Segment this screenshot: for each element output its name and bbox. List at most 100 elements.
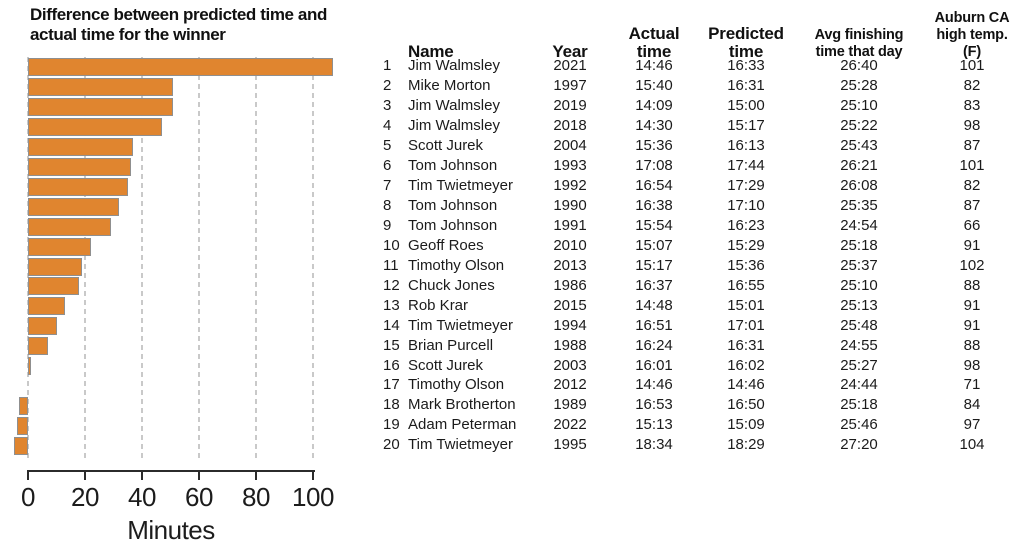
table-cell: 15:00 [727, 97, 765, 115]
header-year: Year [552, 42, 588, 62]
header-name: Name [408, 42, 454, 62]
table-cell: Rob Krar [408, 296, 469, 314]
table-cell: Jim Walmsley [408, 117, 500, 135]
table-cell: Timothy Olson [408, 376, 505, 394]
x-axis-label: Minutes [127, 515, 215, 545]
table-cell: 25:37 [840, 256, 878, 274]
bar [28, 97, 174, 116]
bar [28, 257, 83, 276]
table-cell: 17:01 [727, 316, 765, 334]
table-cell: 2003 [553, 356, 587, 374]
table-cell: 82 [963, 177, 981, 195]
gridline [312, 57, 314, 460]
table-cell: 15:36 [727, 256, 765, 274]
bar [13, 437, 28, 456]
table-cell: 16:01 [635, 356, 673, 374]
bar [28, 297, 66, 316]
table-cell: 7 [383, 177, 392, 195]
table-cell: 17:29 [727, 177, 765, 195]
table-cell: 101 [959, 57, 985, 75]
gridline [255, 57, 257, 460]
table-cell: 10 [383, 236, 400, 254]
bar [16, 417, 28, 436]
table-header-row: Name Year Actual time Predicted time Avg… [380, 10, 1014, 61]
table-cell: 1997 [553, 77, 587, 95]
table-cell: 83 [963, 97, 981, 115]
table-cell: 25:28 [840, 77, 878, 95]
axis-tick [255, 470, 257, 480]
axis-tick-label: 0 [21, 482, 35, 512]
table-row: 5 Scott Jurek 2004 15:36 16:13 25:43 87 [380, 136, 1014, 156]
table-cell: 2010 [553, 236, 587, 254]
table-cell: 2 [383, 77, 392, 95]
table-cell: 97 [963, 416, 981, 434]
axis-tick-label: 40 [128, 482, 156, 512]
table-cell: Tim Twietmeyer [408, 436, 514, 454]
table-cell: 5 [383, 137, 392, 155]
table-cell: 15:54 [635, 216, 673, 234]
axis-tick-label: 60 [185, 482, 213, 512]
table-cell: 25:46 [840, 416, 878, 434]
table-row: 12 Chuck Jones 1986 16:37 16:55 25:10 88 [380, 275, 1014, 295]
table-cell: 1 [383, 57, 392, 75]
table-cell: 16:23 [727, 216, 765, 234]
table-row: 9 Tom Johnson 1991 15:54 16:23 24:54 66 [380, 216, 1014, 236]
table-cell: 88 [963, 276, 981, 294]
table-cell: Tom Johnson [408, 216, 498, 234]
table-cell: 1993 [553, 157, 587, 175]
table-cell: 15:36 [635, 137, 673, 155]
table-cell: 17 [383, 376, 400, 394]
table-cell: 15:09 [727, 416, 765, 434]
axis-tick-label: 80 [242, 482, 270, 512]
table-cell: 16:50 [727, 396, 765, 414]
table-row: 2 Mike Morton 1997 15:40 16:31 25:28 82 [380, 76, 1014, 96]
table-row: 7 Tim Twietmeyer 1992 16:54 17:29 26:08 82 [380, 176, 1014, 196]
table-row: 20 Tim Twietmeyer 1995 18:34 18:29 27:20 104 [380, 435, 1014, 455]
table-cell: 8 [383, 197, 392, 215]
table-cell: 14:46 [727, 376, 765, 394]
table-row: 8 Tom Johnson 1990 16:38 17:10 25:35 87 [380, 196, 1014, 216]
table-cell: 16:37 [635, 276, 673, 294]
table-cell: 12 [383, 276, 400, 294]
axis-tick [27, 470, 29, 480]
bar [28, 317, 57, 336]
table-cell: 2019 [553, 97, 587, 115]
bar [28, 357, 31, 376]
table-cell: 2013 [553, 256, 587, 274]
table-cell: 15:40 [635, 77, 673, 95]
table-cell: 14:30 [635, 117, 673, 135]
table-cell: 16:54 [635, 177, 673, 195]
axis-tick-label: 100 [292, 482, 334, 512]
table-cell: 25:10 [840, 276, 878, 294]
bar [28, 277, 80, 296]
table-row: 15 Brian Purcell 1988 16:24 16:31 24:55 88 [380, 335, 1014, 355]
table-cell: 15:17 [727, 117, 765, 135]
table-row: 3 Jim Walmsley 2019 14:09 15:00 25:10 83 [380, 96, 1014, 116]
table-cell: 25:22 [840, 117, 878, 135]
table-cell: 13 [383, 296, 400, 314]
chart-title-line-1: Difference between predicted time and [30, 5, 327, 24]
axis-tick [141, 470, 143, 480]
table-cell: 9 [383, 216, 392, 234]
table-cell: 25:18 [840, 236, 878, 254]
table-row: 14 Tim Twietmeyer 1994 16:51 17:01 25:48 91 [380, 315, 1014, 335]
table-cell: 20 [383, 436, 400, 454]
table-cell: 18:29 [727, 436, 765, 454]
table-cell: Scott Jurek [408, 356, 484, 374]
table-body: 1 Jim Walmsley 2021 14:46 16:33 26:40 101 2 Mike… [380, 56, 1014, 455]
table-cell: 14:46 [635, 376, 673, 394]
table-cell: 14:46 [635, 57, 673, 75]
table-cell: Timothy Olson [408, 256, 505, 274]
table-cell: 17:10 [727, 197, 765, 215]
table-cell: 16:51 [635, 316, 673, 334]
table-cell: 84 [963, 396, 981, 414]
gridline [84, 57, 86, 460]
table-row: 11 Timothy Olson 2013 15:17 15:36 25:37 102 [380, 255, 1014, 275]
table-row: 6 Tom Johnson 1993 17:08 17:44 26:21 101 [380, 156, 1014, 176]
table-cell: 26:08 [840, 177, 878, 195]
table-cell: 15:01 [727, 296, 765, 314]
table-cell: 87 [963, 197, 981, 215]
header-high-temp: Auburn CA high temp. (F) [934, 10, 1010, 61]
table-cell: 91 [963, 236, 981, 254]
table-cell: 15 [383, 336, 400, 354]
